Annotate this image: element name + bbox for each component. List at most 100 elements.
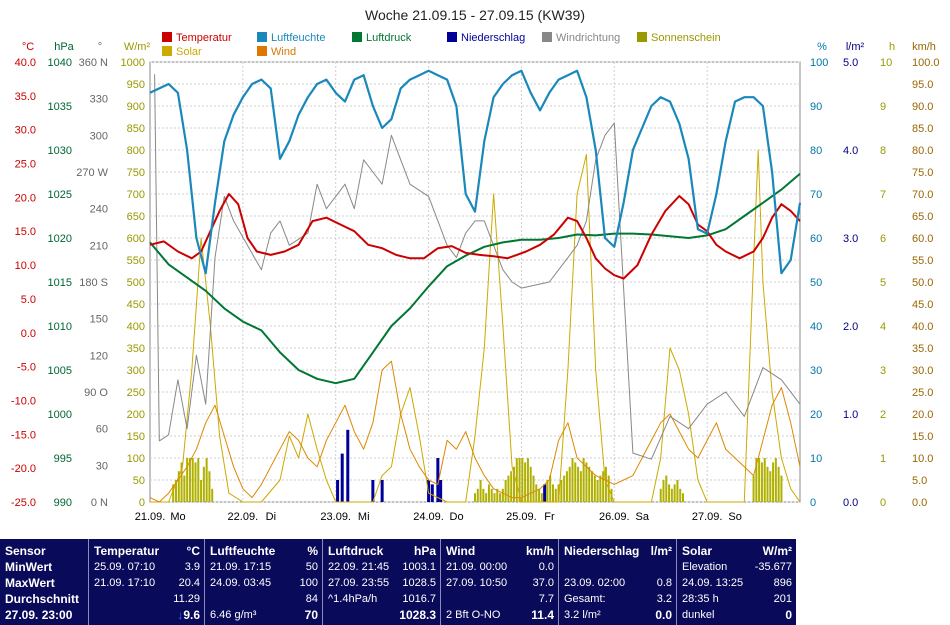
y-tick-humidity: 0 xyxy=(810,497,816,509)
y-tick-wind: 85.0 xyxy=(912,123,933,135)
y-tick-solar: 450 xyxy=(127,299,145,311)
sunshine-bar xyxy=(538,488,541,502)
sunshine-bar xyxy=(579,471,582,502)
sunshine-bar xyxy=(554,488,557,502)
y-tick-sunshine: 5 xyxy=(880,277,886,289)
legend-label: Windrichtung xyxy=(556,32,620,44)
temp-max-time: 21.09. 17:10 xyxy=(94,577,156,589)
rain-bar xyxy=(340,453,344,502)
legend-swatch xyxy=(637,32,647,42)
y-tick-solar: 600 xyxy=(127,233,145,245)
y-tick-temp: -25.0 xyxy=(11,497,36,509)
sunshine-bar xyxy=(476,488,479,502)
y-unit-direction: ° xyxy=(98,41,102,53)
y-tick-sunshine: 8 xyxy=(880,145,886,157)
y-tick-direction: 150 xyxy=(90,314,108,326)
sunshine-bar xyxy=(602,471,605,502)
series-line-solar xyxy=(150,149,801,503)
y-tick-direction: 330 xyxy=(90,94,108,106)
y-tick-pressure: 995 xyxy=(54,453,72,465)
y-tick-solar: 850 xyxy=(127,123,145,135)
press-trend: ^1.4hPa/h xyxy=(328,593,378,605)
y-tick-direction: 360 N xyxy=(79,57,108,69)
hum-current: 70 xyxy=(304,608,318,622)
y-tick-pressure: 1015 xyxy=(48,277,72,289)
series-line-windrichtung xyxy=(154,74,801,460)
y-tick-direction: 210 xyxy=(90,240,108,252)
series-line-wind xyxy=(149,360,801,503)
sunshine-bar xyxy=(487,484,490,502)
y-tick-sunshine: 2 xyxy=(880,409,886,421)
sunshine-bar xyxy=(479,480,482,502)
y-tick-pressure: 1030 xyxy=(48,145,72,157)
sunshine-bar xyxy=(205,458,208,502)
solar-state: dunkel xyxy=(682,609,715,621)
y-tick-humidity: 90 xyxy=(810,101,822,113)
y-tick-wind: 95.0 xyxy=(912,79,933,91)
sensor-row-current: 27.09. 23:00 xyxy=(5,608,73,622)
temp-header: Temperatur xyxy=(94,544,160,558)
y-tick-solar: 1000 xyxy=(121,57,145,69)
y-tick-solar: 650 xyxy=(127,211,145,223)
sunshine-bar xyxy=(524,462,527,502)
sensor-row-min: MinWert xyxy=(5,560,53,574)
summary-luftdruck: Luftdruck hPa 22.09. 21:45 1003.1 27.09. 2… xyxy=(323,539,440,625)
rain-bar xyxy=(543,484,547,502)
temp-unit: °C xyxy=(186,544,200,558)
y-tick-direction: 180 S xyxy=(79,277,108,289)
sunshine-bar xyxy=(679,488,682,502)
sunshine-bar xyxy=(180,462,183,502)
sunshine-bar xyxy=(772,462,775,502)
sunshine-bar xyxy=(194,462,197,502)
x-tick-label: 26.09. xyxy=(599,511,630,523)
sunshine-bar xyxy=(202,466,205,502)
sunshine-bar xyxy=(546,480,549,502)
temp-min-value: 3.9 xyxy=(184,561,200,573)
y-tick-sunshine: 10 xyxy=(880,57,892,69)
sunshine-bar xyxy=(766,466,769,502)
sunshine-bar xyxy=(501,488,504,502)
y-tick-temp: 30.0 xyxy=(15,125,36,137)
y-tick-temp: 20.0 xyxy=(15,192,36,204)
trend-down-icon: ↓ xyxy=(177,608,184,622)
summary-solar: Solar W/m² Elevation -35.677 24.09. 13:25 8… xyxy=(677,539,796,625)
y-tick-wind: 90.0 xyxy=(912,101,933,113)
sunshine-bar xyxy=(668,484,671,502)
axes: 40.035.030.025.020.015.010.05.00.0-5.0-1… xyxy=(11,41,940,509)
sunshine-bar xyxy=(552,484,554,502)
legend-label: Niederschlag xyxy=(461,32,525,44)
sunshine-bar xyxy=(571,458,574,502)
y-tick-wind: 50.0 xyxy=(912,277,933,289)
hum-min-time: 21.09. 17:15 xyxy=(210,561,272,573)
temp-max-value: 20.4 xyxy=(178,577,200,589)
legend-label: Luftdruck xyxy=(366,32,412,44)
sunshine-bar xyxy=(526,458,529,502)
y-tick-wind: 30.0 xyxy=(912,365,933,377)
y-tick-temp: -20.0 xyxy=(11,463,36,475)
sensor-header: Sensor xyxy=(5,544,46,558)
rain-bar xyxy=(430,484,434,502)
y-tick-pressure: 1010 xyxy=(48,321,72,333)
wind-unit: km/h xyxy=(525,544,554,558)
y-tick-humidity: 50 xyxy=(810,277,822,289)
sunshine-bar xyxy=(532,475,535,502)
wind-max-value: 37.0 xyxy=(532,577,554,589)
y-tick-direction: 30 xyxy=(96,460,108,472)
y-tick-temp: -10.0 xyxy=(11,395,36,407)
sunshine-bar xyxy=(563,475,566,502)
x-tick-label: 21.09. xyxy=(135,511,166,523)
y-tick-pressure: 990 xyxy=(54,497,72,509)
wind-min-value: 0.0 xyxy=(538,561,554,573)
summary-temperatur: Temperatur °C 25.09. 07:10 3.9 21.09. 17:1… xyxy=(89,539,204,625)
legend-label: Solar xyxy=(176,46,202,58)
sunshine-bar xyxy=(188,458,191,502)
y-tick-humidity: 100 xyxy=(810,57,828,69)
y-tick-pressure: 1025 xyxy=(48,189,72,201)
sunshine-bar xyxy=(197,458,200,502)
temp-min-time: 25.09. 07:10 xyxy=(94,561,156,573)
press-header: Luftdruck xyxy=(328,544,384,558)
y-tick-pressure: 1040 xyxy=(48,57,72,69)
solar-max-time: 24.09. 13:25 xyxy=(682,577,744,589)
x-tick-label: 22.09. xyxy=(228,511,259,523)
temp-current: 9.6 xyxy=(183,608,200,622)
